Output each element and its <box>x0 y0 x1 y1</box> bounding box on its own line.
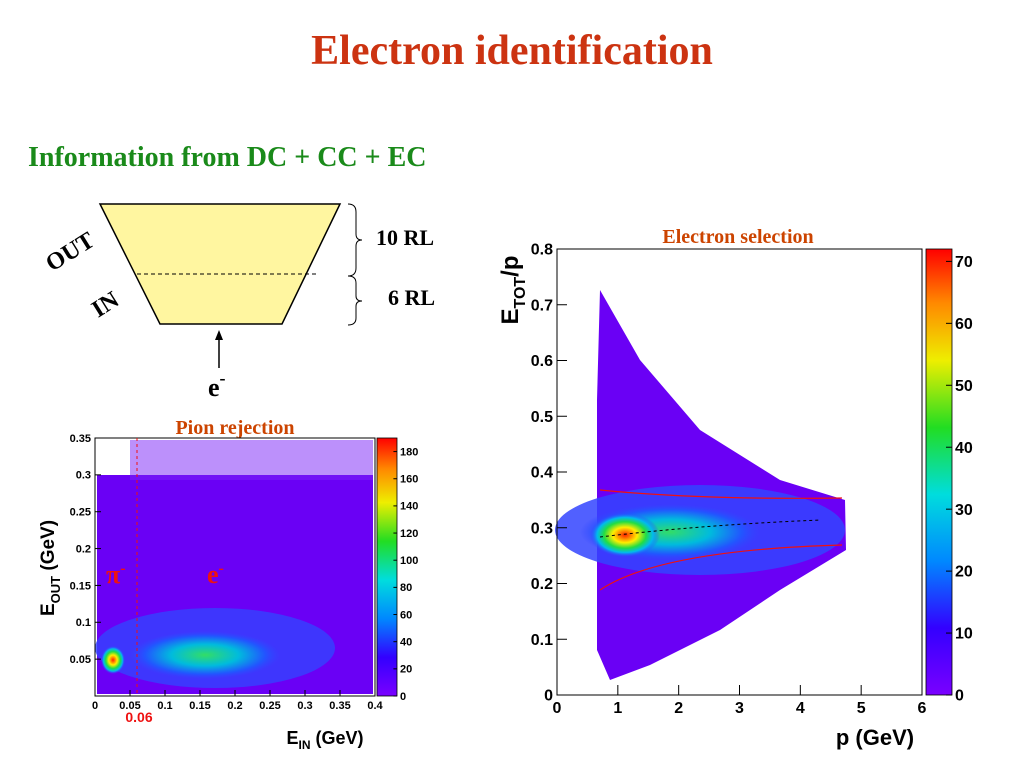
y-tick-label: 0.1 <box>531 632 553 649</box>
color-bar <box>925 248 953 696</box>
density-blob <box>130 631 280 679</box>
z-tick-label: 20 <box>400 664 412 676</box>
x-tick-label: 0 <box>92 700 98 712</box>
unit: /p <box>497 255 524 276</box>
mean-curve <box>599 519 821 538</box>
density-map <box>95 440 373 694</box>
y-axis-label: ETOT/p <box>497 255 529 324</box>
y-tick-label: 0.25 <box>70 507 91 519</box>
y-tick-label: 0.2 <box>531 576 553 593</box>
charge: - <box>219 560 224 577</box>
x-axis-label: EIN (GeV) <box>286 728 363 752</box>
z-tick-label: 30 <box>955 502 973 519</box>
x-tick-label: 5 <box>857 700 866 717</box>
z-tick-label: 70 <box>955 254 973 271</box>
y-tick-label: 0.7 <box>531 297 553 314</box>
particle: e <box>208 373 220 402</box>
y-axis-label: EOUT (GeV) <box>38 520 63 616</box>
z-tick-label: 0 <box>400 691 406 703</box>
density-sparse <box>130 440 373 480</box>
z-tick-label: 140 <box>400 501 418 513</box>
plot-title: Pion rejection <box>175 417 294 439</box>
x-tick-label: 0.25 <box>259 700 280 712</box>
z-tick-label: 60 <box>400 609 412 621</box>
z-tick-label: 0 <box>955 688 964 705</box>
z-tick-label: 60 <box>955 316 973 333</box>
cut-curve <box>599 489 843 499</box>
z-tick-label: 40 <box>400 637 412 649</box>
symbol: π <box>106 560 120 589</box>
density-blob <box>590 513 660 557</box>
x-tick-label: 3 <box>735 700 744 717</box>
y-tick-label: 0.2 <box>76 543 91 555</box>
y-tick-label: 0.1 <box>76 617 91 629</box>
density-background <box>597 290 846 680</box>
y-tick-label: 0 <box>544 688 553 705</box>
y-tick-label: 0.15 <box>70 580 91 592</box>
calorimeter <box>98 203 342 325</box>
x-tick-label: 0.35 <box>329 700 350 712</box>
z-tick-label: 180 <box>400 446 418 458</box>
y-tick-label: 0.05 <box>70 654 91 666</box>
particle-label: e- <box>208 368 226 402</box>
brace <box>347 203 363 277</box>
y-tick-label: 0.35 <box>70 433 91 445</box>
subscript: IN <box>299 738 311 752</box>
plot-title: Electron selection <box>662 226 813 248</box>
z-tick-label: 20 <box>955 564 973 581</box>
x-tick-label: 1 <box>613 700 622 717</box>
x-tick-label: 0.2 <box>227 700 242 712</box>
subtitle: Information from DC + CC + EC <box>28 142 426 173</box>
z-tick-label: 10 <box>955 626 973 643</box>
x-tick-label: 2 <box>674 700 683 717</box>
out-label: OUT <box>41 227 99 277</box>
symbol: E <box>497 309 524 325</box>
symbol: e <box>207 560 219 589</box>
y-tick-label: 0.3 <box>76 470 91 482</box>
symbol: E <box>38 603 59 616</box>
y-tick-label: 0.8 <box>531 242 553 259</box>
annotation: e- <box>207 560 224 589</box>
density-blob <box>101 646 125 674</box>
x-tick-label: 0.05 <box>119 700 140 712</box>
out-thickness: 10 RL <box>376 225 434 250</box>
in-thickness: 6 RL <box>388 285 435 310</box>
subscript: OUT <box>48 576 63 604</box>
z-tick-label: 40 <box>955 440 973 457</box>
y-tick-label: 0.4 <box>531 465 553 482</box>
charge: - <box>120 560 125 577</box>
x-tick-label: 0.3 <box>297 700 312 712</box>
z-tick-label: 120 <box>400 528 418 540</box>
subscript: TOT <box>512 277 529 309</box>
x-tick-label: 6 <box>918 700 927 717</box>
color-bar <box>376 437 398 697</box>
x-tick-label: 4 <box>796 700 805 717</box>
density-map <box>555 290 846 680</box>
unit: (GeV) <box>38 520 59 576</box>
x-tick-label: 0.1 <box>157 700 172 712</box>
annotation: π- <box>106 560 126 589</box>
z-tick-label: 80 <box>400 582 412 594</box>
arrow-head <box>215 330 223 340</box>
brace <box>347 275 363 326</box>
z-tick-label: 160 <box>400 474 418 486</box>
symbol: E <box>286 728 298 748</box>
x-axis-label: p (GeV) <box>836 725 914 750</box>
calorimeter-diagram: 10 RL 6 RL OUT IN e- <box>41 203 435 402</box>
x-tick-label: 0.15 <box>189 700 210 712</box>
particle-charge: - <box>220 368 226 388</box>
x-tick-label: 0 <box>553 700 562 717</box>
z-tick-label: 100 <box>400 555 418 567</box>
title: Electron identification <box>311 28 713 74</box>
cut-curve <box>599 544 843 591</box>
z-tick-label: 50 <box>955 378 973 395</box>
y-tick-label: 0.3 <box>531 520 553 537</box>
y-tick-label: 0.6 <box>531 353 553 370</box>
unit: (GeV) <box>311 728 364 748</box>
y-tick-label: 0.5 <box>531 409 553 426</box>
cut-label: 0.06 <box>125 709 152 725</box>
x-tick-label: 0.4 <box>367 700 383 712</box>
in-label: IN <box>87 287 124 324</box>
